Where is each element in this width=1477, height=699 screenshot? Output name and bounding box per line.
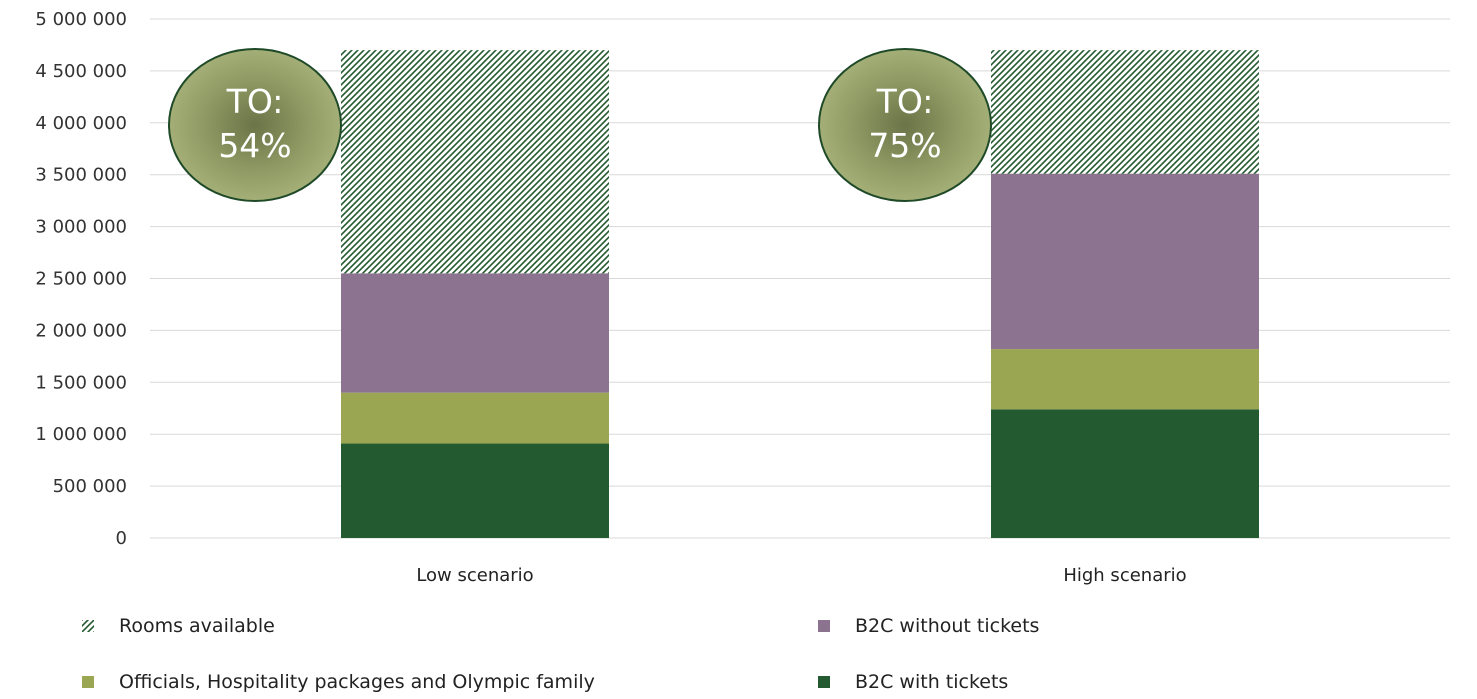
y-tick-label: 1 500 000 xyxy=(35,372,127,393)
y-tick-label: 5 000 000 xyxy=(35,9,127,30)
y-tick-label: 2 500 000 xyxy=(35,269,127,290)
bar-segment-2 xyxy=(341,273,609,393)
annotation-line2: 75% xyxy=(868,126,941,165)
bar-segment-1 xyxy=(991,349,1259,410)
x-category-label: Low scenario xyxy=(416,565,533,586)
legend-label: B2C with tickets xyxy=(855,671,1008,693)
legend-swatch xyxy=(818,620,830,632)
bar-segment-3 xyxy=(991,50,1259,174)
bar-segment-3 xyxy=(341,50,609,274)
annotation-line2: 54% xyxy=(218,126,291,165)
annotation-bubbles: TO: 54% TO: 75% xyxy=(168,48,992,202)
annotation-bubble xyxy=(818,48,992,202)
y-tick-label: 0 xyxy=(116,528,127,549)
y-tick-label: 3 000 000 xyxy=(35,217,127,238)
legend-label: Officials, Hospitality packages and Olym… xyxy=(119,671,595,693)
y-axis-ticks: 0 500 000 1 000 000 1 500 000 2 000 000 2 500… xyxy=(35,9,127,549)
bar-segment-1 xyxy=(341,392,609,444)
y-tick-label: 4 000 000 xyxy=(35,113,127,134)
y-tick-label: 3 500 000 xyxy=(35,165,127,186)
bar-segment-0 xyxy=(991,409,1259,538)
annotation-line1: TO: xyxy=(226,82,284,121)
bar-segment-0 xyxy=(341,443,609,538)
annotation-bubble xyxy=(168,48,342,202)
y-tick-label: 4 500 000 xyxy=(35,61,127,82)
legend: Rooms available B2C without tickets Offici… xyxy=(82,615,1039,693)
legend-swatch xyxy=(82,676,94,688)
y-tick-label: 1 000 000 xyxy=(35,424,127,445)
x-category-label: High scenario xyxy=(1063,565,1186,586)
legend-label: Rooms available xyxy=(119,615,275,637)
legend-swatch xyxy=(818,676,830,688)
legend-swatch xyxy=(82,620,94,632)
x-axis-categories: Low scenario High scenario xyxy=(416,565,1186,586)
bars xyxy=(341,50,1259,538)
annotation-line1: TO: xyxy=(876,82,934,121)
y-tick-label: 500 000 xyxy=(53,476,127,497)
legend-label: B2C without tickets xyxy=(855,615,1039,637)
bar-segment-2 xyxy=(991,173,1259,350)
y-tick-label: 2 000 000 xyxy=(35,320,127,341)
